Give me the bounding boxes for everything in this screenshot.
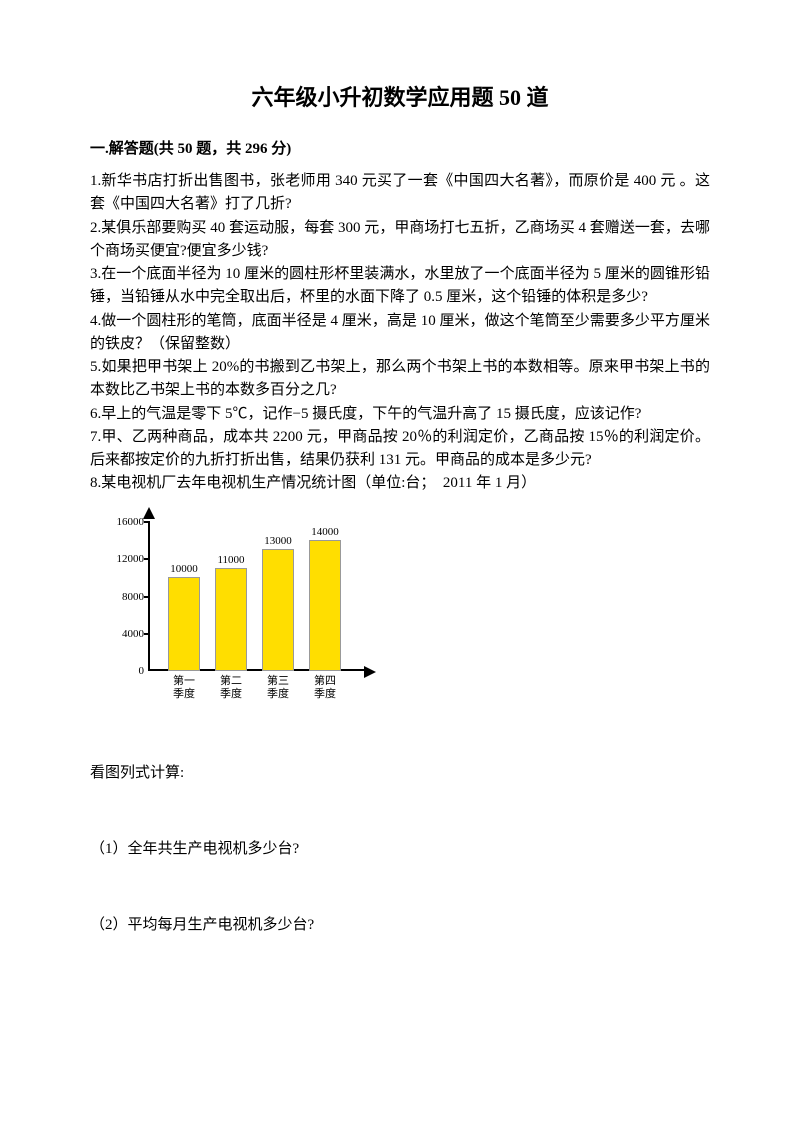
question-4: 4.做一个圆柱形的笔筒，底面半径是 4 厘米，高是 10 厘米，做这个笔筒至少需… (90, 310, 710, 357)
chart-bar (168, 577, 200, 671)
bar-value-label: 11000 (217, 554, 244, 566)
y-tick (144, 558, 150, 560)
x-category-label: 第四 季度 (305, 675, 345, 701)
y-tick-label: 12000 (104, 553, 144, 565)
chart-instruction: 看图列式计算: (90, 761, 710, 782)
x-category-label: 第一 季度 (164, 675, 204, 701)
y-tick-label: 8000 (104, 591, 144, 603)
question-5: 5.如果把甲书架上 20%的书搬到乙书架上，那么两个书架上书的本数相等。原来甲书… (90, 356, 710, 403)
question-2: 2.某俱乐部要购买 40 套运动服，每套 300 元，甲商场打七五折，乙商场买 … (90, 217, 710, 264)
question-8: 8.某电视机厂去年电视机生产情况统计图（单位:台； 2011 年 1 月） (90, 472, 710, 495)
x-category-label: 第三 季度 (258, 675, 298, 701)
chart-bar (309, 540, 341, 671)
chart-bar (262, 549, 294, 671)
page-title: 六年级小升初数学应用题 50 道 (90, 80, 710, 112)
bar-value-label: 14000 (311, 526, 339, 538)
y-tick-label: 16000 (104, 516, 144, 528)
sub-question-1: （1）全年共生产电视机多少台? (90, 837, 710, 858)
y-tick (144, 521, 150, 523)
chart-bar (215, 568, 247, 671)
y-tick-label: 4000 (104, 628, 144, 640)
bar-value-label: 10000 (170, 563, 198, 575)
section-header: 一.解答题(共 50 题，共 296 分) (90, 137, 710, 158)
x-category-label: 第二 季度 (211, 675, 251, 701)
y-tick (144, 596, 150, 598)
y-tick-label: 0 (104, 665, 144, 677)
question-7: 7.甲、乙两种商品，成本共 2200 元，甲商品按 20％的利润定价，乙商品按 … (90, 426, 710, 473)
bar-value-label: 13000 (264, 535, 292, 547)
question-3: 3.在一个底面半径为 10 厘米的圆柱形杯里装满水，水里放了一个底面半径为 5 … (90, 263, 710, 310)
bar-chart: 0 4000 8000 12000 16000 10000 第一 季度 1100… (100, 511, 380, 711)
sub-question-2: （2）平均每月生产电视机多少台? (90, 913, 710, 934)
y-axis-arrow-icon (143, 507, 155, 519)
question-6: 6.早上的气温是零下 5℃，记作−5 摄氏度，下午的气温升高了 15 摄氏度，应… (90, 403, 710, 426)
y-tick (144, 633, 150, 635)
question-1: 1.新华书店打折出售图书，张老师用 340 元买了一套《中国四大名著》，而原价是… (90, 170, 710, 217)
